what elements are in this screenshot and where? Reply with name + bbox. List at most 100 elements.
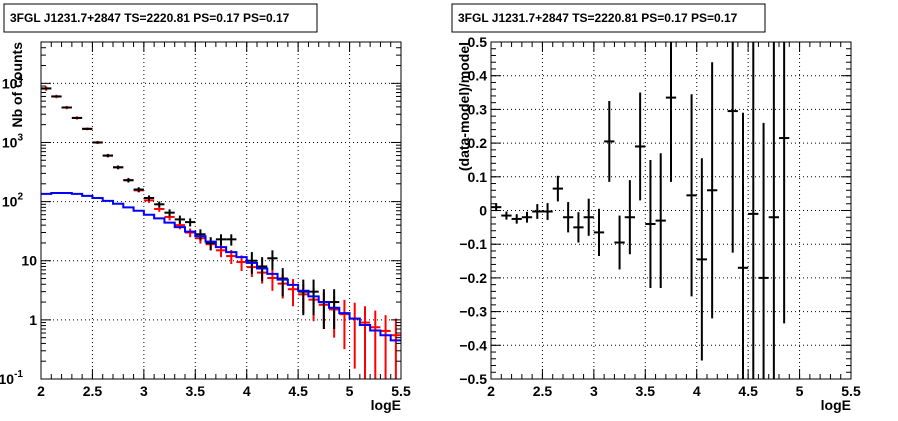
data-point [552,175,563,202]
data-point [359,306,371,379]
y-tick-label: 0 [479,203,487,219]
data-point [267,250,278,270]
data-point [532,204,543,219]
data-point [113,165,124,170]
y-tick-label: 0.2 [468,135,488,151]
data-point [226,234,237,246]
data-point [143,195,155,201]
x-tick-label: 3 [590,383,598,399]
data-point [215,234,227,246]
data-point [133,187,144,193]
y-tick-label: 0.3 [468,101,488,117]
x-tick-label: 3.5 [186,383,206,399]
data-point [665,42,677,182]
data-point [645,159,656,289]
y-tick-label: 1 [29,312,37,328]
data-point [185,218,196,227]
data-point [308,279,319,316]
data-point [380,315,391,379]
x-tick-label: 4 [693,383,701,399]
data-marks [41,86,401,379]
title-box: 3FGL J1231.7+2847 TS=2220.81 PS=0.17 PS=… [451,3,766,33]
data-point [768,42,779,379]
y-tick-label: −0.4 [459,337,487,353]
data-point [583,198,594,236]
data-point [563,202,574,233]
x-tick-label: 4 [243,383,251,399]
data-point [542,203,553,220]
data-point [501,211,512,220]
y-tick-label: 10 [21,253,37,269]
y-tick-label: 10-1 [0,369,23,387]
chart-title: 3FGL J1231.7+2847 TS=2220.81 PS=0.17 PS=… [10,11,290,25]
data-point [707,62,718,319]
axis-ticks: 2 2.5 3 3.5 4 4.5 5 5.5 −0.5 −0.4 −0.3 −0.2 −0.1 0 0.1… [459,34,861,399]
x-tick-label: 5.5 [391,383,411,399]
x-tick-label: 2 [37,383,45,399]
y-axis-label: (data-model)/model [456,42,472,171]
data-point [624,180,635,255]
data-point [123,178,134,183]
data-point [593,208,605,256]
chart-title: 3FGL J1231.7+2847 TS=2220.81 PS=0.17 PS=… [458,11,738,25]
y-tick-label: −0.2 [459,270,487,286]
data-points-series [491,42,790,379]
data-point [511,214,522,224]
data-point [737,112,749,379]
data-point [277,268,288,297]
residuals-panel: 2 2.5 3 3.5 4 4.5 5 5.5 −0.5 −0.4 −0.3 −0.2 −0.1 0 0.1… [451,3,861,413]
data-point [686,94,697,297]
data-point [71,116,83,119]
data-point [82,127,93,130]
data-point [727,42,738,253]
data-point [573,212,584,243]
data-point [41,87,52,90]
data-point [390,318,401,379]
y-tick-label: 0.1 [468,169,488,185]
data-point [370,310,381,379]
x-tick-label: 5 [346,383,354,399]
x-tick-label: 4.5 [738,383,758,399]
data-point [164,209,175,217]
data-point [748,42,759,379]
y-tick-label: 0.4 [468,68,488,84]
data-point [655,153,666,289]
y-tick-label: −0.5 [459,371,487,387]
title-box: 3FGL J1231.7+2847 TS=2220.81 PS=0.17 PS=… [3,3,318,33]
x-tick-label: 4.5 [288,383,308,399]
x-axis-label: logE [821,397,851,413]
data-point [614,215,625,270]
x-tick-label: 5.5 [841,383,861,399]
grid-lines [41,42,401,379]
data-point [521,211,533,223]
data-point [329,289,340,330]
data-point [779,42,790,324]
data-point [758,122,769,379]
data-point [287,279,299,307]
y-tick-label: 0.5 [468,34,488,50]
plot-frame [41,42,401,379]
y-tick-label: −0.3 [459,304,487,320]
data-point [195,229,206,241]
data-point [339,299,350,350]
y-axis-label: Nb of counts [9,42,25,128]
data-point [205,237,216,251]
data-point [92,141,103,144]
data-point [604,100,615,182]
y-tick-label: 102 [2,192,24,210]
x-tick-label: 3.5 [636,383,656,399]
x-tick-label: 2 [487,383,495,399]
data-point [635,92,646,201]
x-tick-label: 3 [140,383,148,399]
data-point [102,154,113,158]
x-tick-label: 2.5 [533,383,553,399]
data-point [491,203,502,212]
data-marks [491,42,790,379]
x-tick-label: 2.5 [83,383,103,399]
x-tick-label: 5 [796,383,804,399]
x-axis-label: logE [371,397,401,413]
data-point [154,201,165,208]
